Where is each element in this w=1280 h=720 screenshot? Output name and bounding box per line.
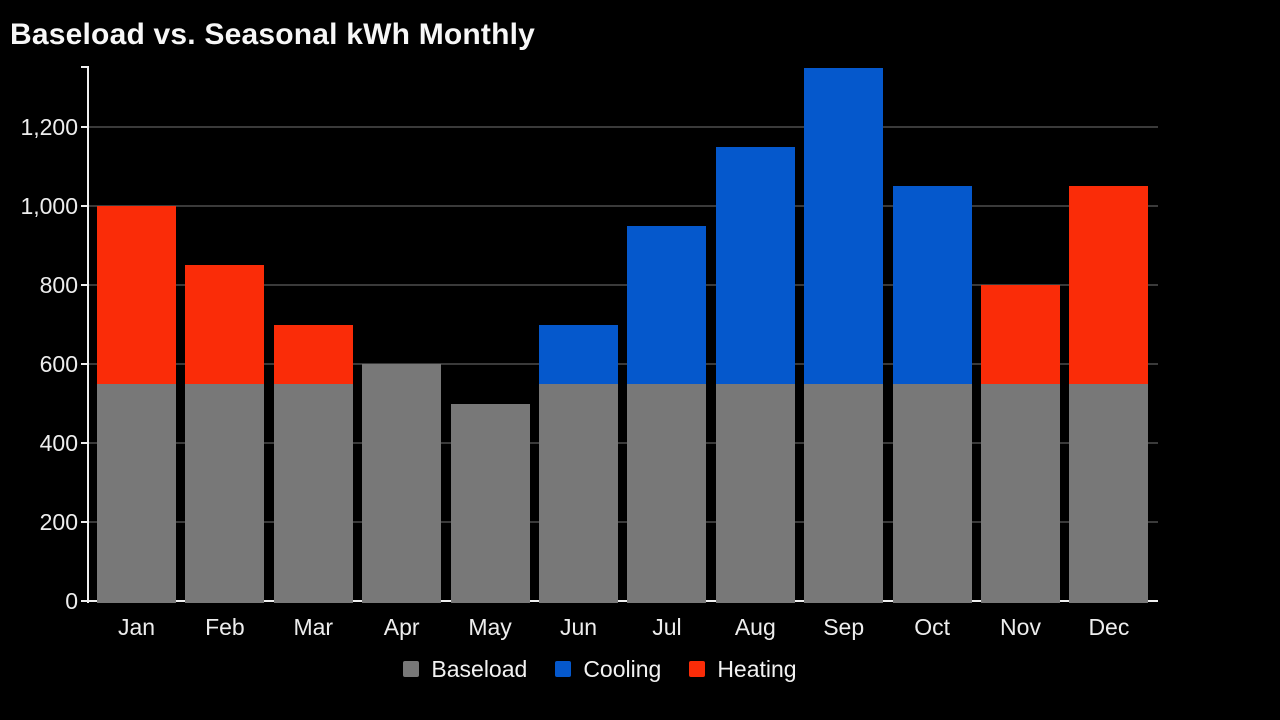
bar-aug-baseload-segment[interactable]	[715, 383, 795, 603]
x-axis-line	[81, 600, 1158, 602]
y-axis-tick-label: 1,000	[20, 193, 78, 219]
x-axis-label-apr: Apr	[383, 614, 420, 640]
x-axis-label-dec: Dec	[1088, 614, 1130, 640]
y-axis-tick-mark	[81, 205, 87, 207]
x-axis-label-aug: Aug	[734, 614, 776, 640]
y-axis-tick-label: 600	[39, 351, 78, 377]
legend: Baseload Cooling Heating	[0, 653, 1200, 685]
x-axis-label-jul: Jul	[652, 614, 682, 640]
bar-nov-heating-segment[interactable]	[981, 285, 1060, 384]
gridline	[88, 363, 1158, 365]
chart-title: Baseload vs. Seasonal kWh Monthly	[10, 18, 536, 51]
legend-swatch-heating-icon	[689, 661, 706, 677]
gridline	[88, 126, 1158, 128]
gridline	[88, 205, 1158, 207]
x-axis-label-jan: Jan	[117, 614, 156, 640]
gridline	[88, 521, 1158, 523]
legend-swatch-cooling-icon	[555, 661, 572, 677]
legend-item-cooling[interactable]: Cooling	[555, 656, 661, 683]
x-axis-label-nov: Nov	[1000, 614, 1041, 640]
bar-jul-baseload-segment[interactable]	[627, 383, 707, 603]
y-axis-tick-mark	[81, 363, 87, 365]
y-axis-tick-mark	[81, 126, 87, 128]
gridline	[88, 284, 1158, 286]
x-axis-label-may: May	[468, 614, 512, 640]
legend-item-baseload[interactable]: Baseload	[403, 656, 527, 683]
y-axis-tick-label: 200	[39, 509, 78, 535]
bar-dec-baseload-segment[interactable]	[1069, 383, 1149, 603]
y-axis-end-nub	[81, 66, 89, 68]
bar-feb-heating-segment[interactable]	[185, 265, 265, 384]
y-axis-tick-label: 1,200	[20, 114, 78, 140]
bar-mar-baseload-segment[interactable]	[273, 383, 353, 603]
bar-oct-cooling-segment[interactable]	[892, 186, 972, 384]
y-axis-tick-mark	[81, 442, 87, 444]
x-axis-label-oct: Oct	[914, 614, 950, 640]
bar-apr-baseload-segment[interactable]	[362, 364, 442, 603]
bar-feb-baseload-segment[interactable]	[185, 383, 265, 603]
bar-jun-baseload-segment[interactable]	[539, 383, 618, 603]
bar-jan-baseload-segment[interactable]	[97, 383, 176, 603]
legend-item-heating[interactable]: Heating	[689, 655, 797, 683]
bar-aug-cooling-segment[interactable]	[715, 146, 795, 384]
bar-jan-heating-segment[interactable]	[97, 206, 176, 384]
legend-label: Cooling	[583, 655, 662, 682]
y-axis-line	[87, 66, 89, 603]
legend-swatch-baseload-icon	[403, 661, 420, 677]
bar-nov-baseload-segment[interactable]	[981, 383, 1060, 603]
x-axis-label-sep: Sep	[823, 614, 865, 640]
bar-sep-cooling-segment[interactable]	[804, 67, 884, 384]
y-axis-tick-label: 800	[39, 272, 78, 298]
bar-dec-heating-segment[interactable]	[1069, 186, 1149, 384]
bar-jun-cooling-segment[interactable]	[539, 324, 618, 384]
gridline	[88, 442, 1158, 444]
bar-may-baseload-segment[interactable]	[450, 403, 530, 603]
bar-mar-heating-segment[interactable]	[273, 324, 353, 384]
legend-label: Baseload	[431, 655, 528, 682]
legend-label: Heating	[717, 655, 797, 682]
bar-oct-baseload-segment[interactable]	[892, 383, 972, 603]
y-axis-tick-mark	[81, 521, 87, 523]
y-axis-tick-label: 0	[65, 588, 78, 614]
bar-jul-cooling-segment[interactable]	[627, 225, 707, 384]
y-axis-tick-mark	[81, 284, 87, 286]
x-axis-label-feb: Feb	[205, 614, 245, 640]
y-axis-tick-label: 400	[39, 430, 78, 456]
x-axis-label-mar: Mar	[293, 614, 334, 640]
x-axis-label-jun: Jun	[559, 614, 598, 640]
bar-sep-baseload-segment[interactable]	[804, 383, 884, 603]
